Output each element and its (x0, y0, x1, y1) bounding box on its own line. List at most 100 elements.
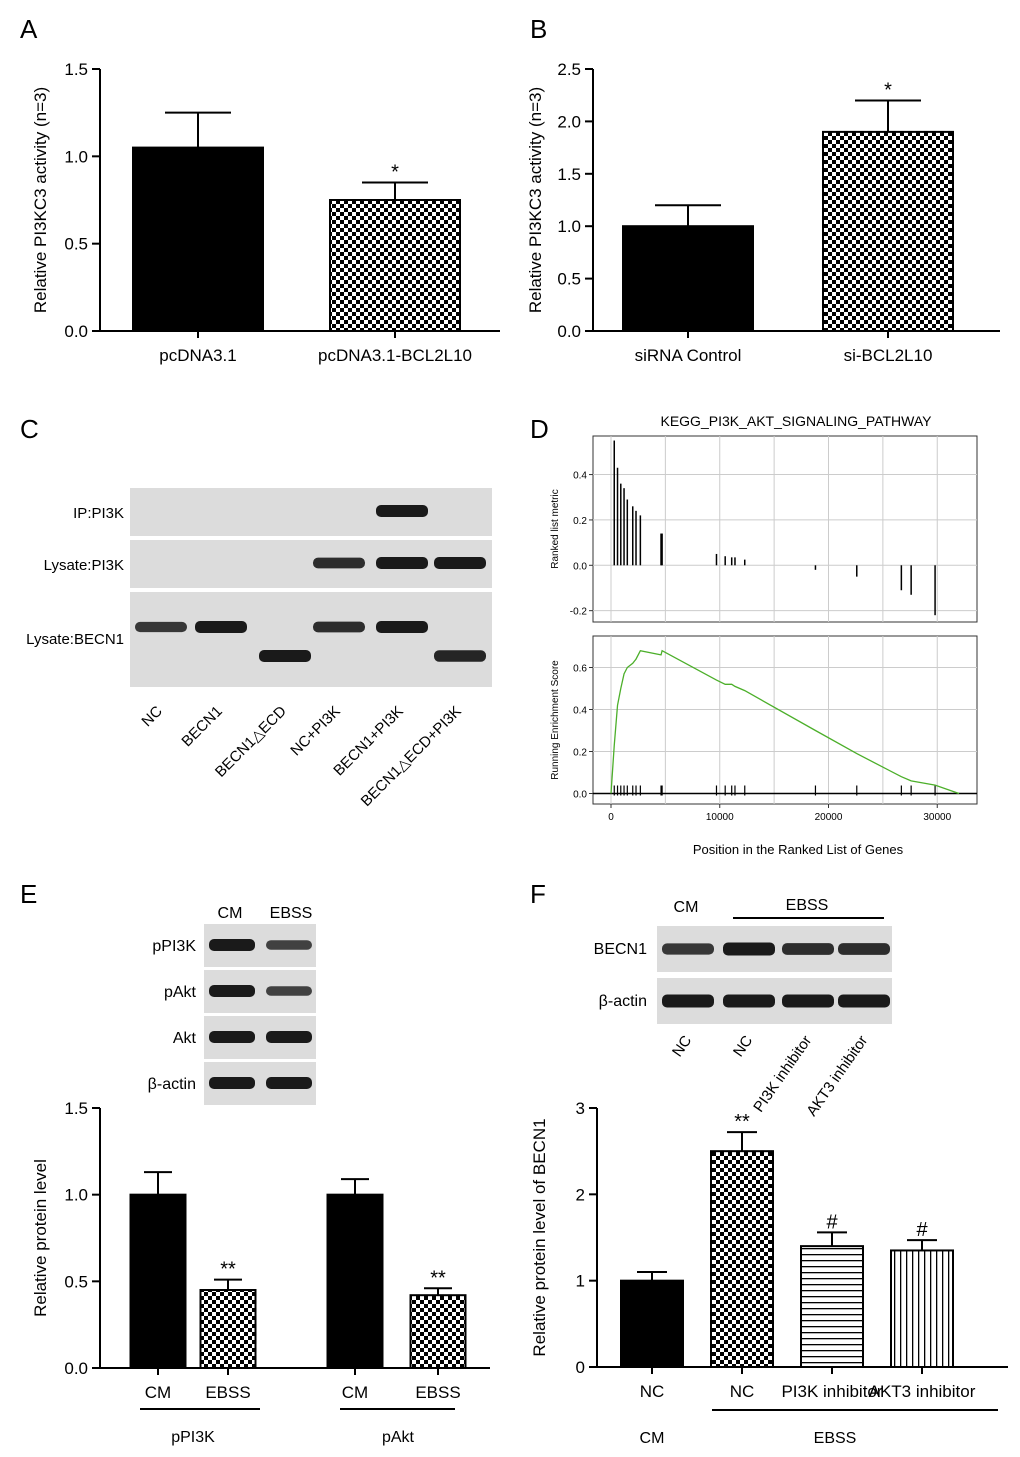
d-es-y-axis-label: Running Enrichment Score (550, 660, 561, 780)
f-band (782, 994, 834, 1008)
chart-e: 0.0 0.5 1.0 1.5 Relative protein level CM ** EB… (31, 1099, 490, 1446)
b-y-tick-label: 0.0 (557, 322, 581, 341)
f-y-tick-label: 0 (576, 1358, 585, 1377)
f-y-axis-label: Relative protein level of BECN1 (530, 1118, 549, 1356)
a-bar (329, 199, 461, 332)
e-bar (409, 1294, 467, 1369)
d-x-tick-label: 0 (608, 812, 614, 823)
f-bar (890, 1249, 954, 1368)
f-x-tick-label: PI3K inhibitor (781, 1382, 882, 1401)
chart-a: 0.0 0.5 1.0 1.5 Relative PI3KC3 activity (n=… (31, 60, 500, 365)
e-blot-col-label: CM (218, 905, 243, 922)
e-band (266, 1031, 312, 1043)
e-x-tick-label: CM (145, 1383, 171, 1402)
f-band (838, 994, 890, 1008)
d-metric-frame (592, 435, 978, 623)
d-metric-y-tick-label: -0.2 (570, 607, 588, 618)
f-y-tick-label: 3 (576, 1099, 585, 1118)
d-x-tick-label: 10000 (706, 812, 734, 823)
f-group-ebss: EBSS (814, 1430, 857, 1447)
c-band (135, 621, 187, 633)
e-band (266, 986, 312, 996)
d-es-y-tick-label: 0.6 (573, 664, 587, 675)
f-band (723, 994, 775, 1008)
panel-label-d: D (530, 414, 549, 444)
e-x-tick-label: CM (342, 1383, 368, 1402)
c-row-label: IP:PI3K (73, 505, 124, 522)
b-x-tick-label: si-BCL2L10 (844, 346, 933, 365)
c-lane-label: NC (138, 703, 165, 730)
b-bar (622, 225, 754, 332)
c-band (313, 621, 365, 633)
e-x-tick-label: EBSS (415, 1383, 460, 1402)
d-es-y-tick-label: 0.4 (573, 706, 587, 717)
c-band (434, 557, 486, 569)
e-blot-row-label: pPI3K (152, 938, 196, 955)
e-y-axis-label: Relative protein level (31, 1159, 50, 1317)
c-blot-strip (130, 488, 492, 536)
c-lane-label: BECN1△ECD+PI3K (358, 703, 465, 810)
b-y-tick-label: 1.5 (557, 165, 581, 184)
b-y-tick-label: 2.0 (557, 112, 581, 131)
e-y-tick-label: 0.5 (64, 1272, 88, 1291)
f-significance-mark: # (826, 1211, 838, 1233)
d-es-y-tick-label: 0.2 (573, 748, 587, 759)
d-metric-y-tick-label: 0.2 (573, 516, 587, 527)
d-es-y-tick-label: 0.0 (573, 790, 587, 801)
a-y-tick-label: 1.0 (64, 147, 88, 166)
e-group-label-pi3k: pPI3K (171, 1429, 215, 1446)
b-bar (822, 130, 954, 332)
d-es-frame (592, 635, 978, 805)
f-significance-mark: ** (734, 1111, 750, 1133)
e-significance-mark: ** (430, 1267, 446, 1289)
panel-label-c: C (20, 414, 39, 444)
f-significance-mark: # (916, 1219, 928, 1241)
b-y-axis-label: Relative PI3KC3 activity (n=3) (526, 87, 545, 313)
e-x-tick-label: EBSS (205, 1383, 250, 1402)
d-metric-y-tick-label: 0.4 (573, 471, 587, 482)
panel-label-a: A (20, 14, 38, 44)
a-x-tick-label: pcDNA3.1 (159, 346, 236, 365)
f-bar (710, 1150, 774, 1368)
b-y-tick-label: 2.5 (557, 60, 581, 79)
d-title: KEGG_PI3K_AKT_SIGNALING_PATHWAY (660, 413, 932, 429)
b-y-tick-label: 1.0 (557, 217, 581, 236)
d-enrichment-line (610, 649, 960, 795)
western-blot-e: CM EBSS pPI3K pAkt Akt β-actin (148, 905, 316, 1105)
e-blot-row-label: Akt (173, 1030, 197, 1047)
f-y-tick-label: 2 (576, 1185, 585, 1204)
f-band (662, 943, 714, 955)
western-blot-c: IP:PI3K Lysate:PI3K Lysate:BECN1 NC BECN1 BEC… (26, 488, 492, 810)
f-blot-lane-label: NC (669, 1032, 695, 1060)
f-band (782, 943, 834, 955)
d-x-tick-label: 20000 (815, 812, 843, 823)
panel-label-e: E (20, 879, 37, 909)
e-bar (326, 1193, 384, 1369)
a-y-tick-label: 1.5 (64, 60, 88, 79)
a-y-tick-label: 0.5 (64, 235, 88, 254)
a-y-axis-label: Relative PI3KC3 activity (n=3) (31, 87, 50, 313)
f-group-cm: CM (640, 1430, 665, 1447)
e-y-tick-label: 1.0 (64, 1186, 88, 1205)
e-band (266, 1077, 312, 1089)
f-blot-lane-label: NC (730, 1032, 756, 1060)
c-row-label: Lysate:BECN1 (26, 631, 124, 648)
d-x-tick-label: 30000 (923, 812, 951, 823)
panel-label-b: B (530, 14, 547, 44)
c-band (259, 650, 311, 662)
e-band (209, 1077, 255, 1089)
f-x-tick-label: NC (730, 1382, 755, 1401)
e-band (209, 985, 255, 997)
d-metric-y-tick-label: 0.0 (573, 561, 587, 572)
f-y-tick-label: 1 (576, 1272, 585, 1291)
f-x-tick-label: NC (640, 1382, 665, 1401)
e-bar (129, 1193, 187, 1369)
d-metric-y-axis-label: Ranked list metric (550, 489, 561, 568)
b-y-tick-label: 0.5 (557, 270, 581, 289)
e-band (266, 940, 312, 950)
gsea-plot-d: KEGG_PI3K_AKT_SIGNALING_PATHWAY -0.2 0.0 0.… (550, 413, 978, 857)
f-blot-top-cm: CM (674, 899, 699, 916)
f-blot-lane-label: PI3K inhibitor (750, 1033, 815, 1116)
